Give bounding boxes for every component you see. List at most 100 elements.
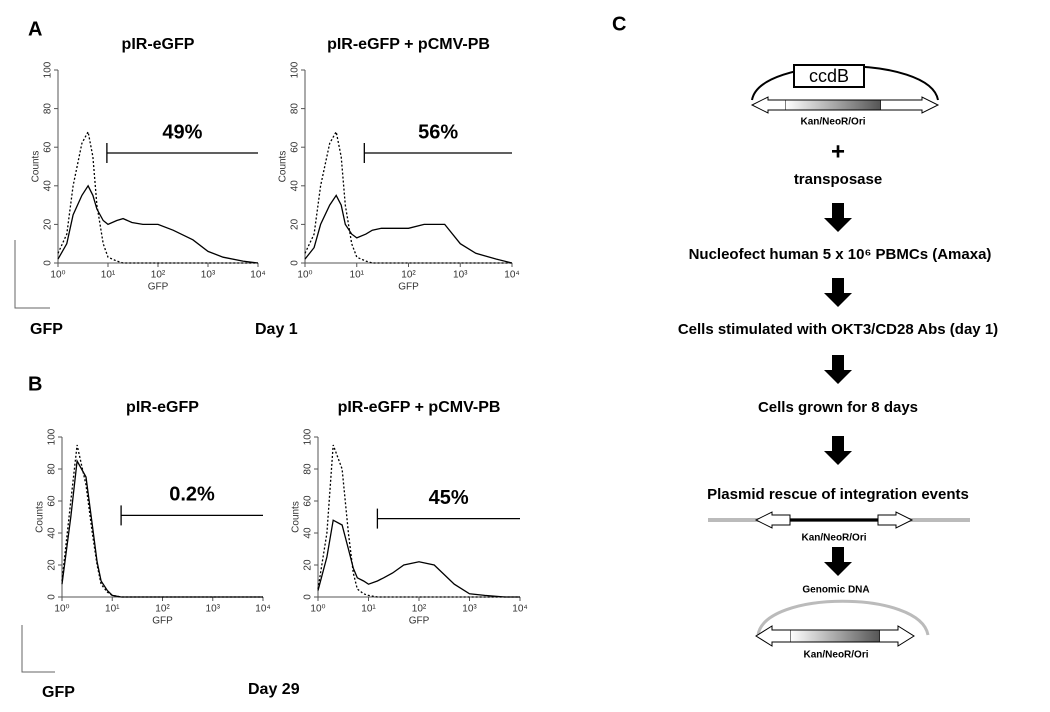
x-axis-label: GFP (152, 616, 173, 627)
x-tick-label: 10³ (201, 270, 216, 281)
channel-label: GFP (42, 684, 75, 701)
channel-label: GFP (30, 321, 63, 338)
step-text: transposase (794, 171, 882, 188)
x-tick-label: 10³ (206, 604, 221, 615)
flow-arrow (824, 355, 852, 384)
cassette (784, 99, 882, 111)
x-tick-label: 10⁰ (50, 270, 65, 281)
x-tick-label: 10¹ (350, 270, 365, 281)
control-histogram (304, 129, 512, 264)
x-axis-label: GFP (409, 616, 430, 627)
x-tick-label: 10⁰ (297, 270, 312, 281)
chart-title: pIR-eGFP + pCMV-PB (327, 36, 490, 53)
day-label: Day 1 (255, 321, 298, 338)
genomic-arc (756, 599, 930, 636)
y-tick-label: 20 (290, 218, 301, 230)
sample-histogram (304, 194, 513, 264)
y-tick-label: 40 (303, 527, 314, 539)
x-tick-label: 10¹ (361, 604, 376, 615)
plasmid-label: Kan/NeoR/Ori (800, 117, 865, 128)
flow-arrow (824, 203, 852, 232)
y-tick-label: 0 (43, 260, 54, 266)
y-tick-label: 100 (47, 428, 58, 445)
arrow-end (877, 511, 914, 529)
y-tick-label: 20 (303, 559, 314, 571)
y-tick-label: 80 (303, 463, 314, 475)
panel-letter: C (612, 13, 626, 35)
step-text: Nucleofect human 5 x 10⁶ PBMCs (Amaxa) (689, 246, 992, 263)
genomic-label: Genomic DNA (802, 585, 869, 596)
flow-arrow (824, 547, 852, 576)
insert-label: ccdB (809, 66, 849, 86)
y-axis-label: Counts (291, 501, 302, 533)
panel-letter: A (28, 18, 42, 40)
step-text: Plasmid rescue of integration events (707, 486, 969, 503)
chart-title: pIR-eGFP (126, 399, 199, 416)
x-axis-label: GFP (398, 282, 419, 293)
plasmid-label: Kan/NeoR/Ori (801, 533, 866, 544)
control-histogram (317, 444, 520, 598)
x-tick-label: 10³ (462, 604, 477, 615)
y-tick-label: 100 (303, 428, 314, 445)
sample-histogram (317, 519, 520, 598)
x-tick-label: 10⁴ (504, 270, 519, 281)
y-tick-label: 0 (290, 260, 301, 266)
y-tick-label: 20 (47, 559, 58, 571)
x-tick-label: 10² (155, 604, 170, 615)
y-tick-label: 100 (43, 61, 54, 78)
gate-percent: 45% (429, 487, 469, 509)
y-tick-label: 100 (290, 61, 301, 78)
arrow-end (754, 511, 791, 529)
y-tick-label: 80 (47, 463, 58, 475)
plus: + (831, 138, 845, 165)
x-axis-label: GFP (148, 282, 169, 293)
arrow-end (881, 96, 940, 114)
x-tick-label: 10⁰ (54, 604, 69, 615)
x-tick-label: 10¹ (105, 604, 120, 615)
y-tick-label: 20 (43, 218, 54, 230)
y-tick-label: 80 (43, 103, 54, 115)
step-text: Cells grown for 8 days (758, 399, 918, 416)
flow-arrow (824, 436, 852, 465)
y-tick-label: 40 (290, 180, 301, 192)
y-tick-label: 60 (303, 495, 314, 507)
x-tick-label: 10² (151, 270, 166, 281)
scale-bar (14, 240, 50, 309)
y-tick-label: 60 (43, 141, 54, 153)
y-tick-label: 40 (43, 180, 54, 192)
y-axis-label: Counts (35, 501, 46, 533)
sample-histogram (61, 458, 263, 598)
x-tick-label: 10⁴ (512, 604, 527, 615)
cassette (789, 629, 881, 643)
chart-title: pIR-eGFP + pCMV-PB (338, 399, 501, 416)
diagram: ccdB Kan/NeoR/Ori + transposase Nucleofe… (678, 64, 998, 661)
x-tick-label: 10³ (453, 270, 468, 281)
step-text: Cells stimulated with OKT3/CD28 Abs (day… (678, 321, 998, 338)
gate-percent: 56% (418, 121, 458, 143)
arrow-end (880, 625, 915, 647)
y-tick-label: 60 (290, 141, 301, 153)
y-tick-label: 0 (303, 594, 314, 600)
insert-box (793, 64, 865, 88)
plasmid-label: Kan/NeoR/Ori (803, 650, 868, 661)
y-axis-label: Counts (31, 151, 42, 183)
x-tick-label: 10² (401, 270, 416, 281)
x-tick-label: 10¹ (101, 270, 116, 281)
control-histogram (57, 129, 258, 264)
arrow-end (750, 96, 785, 114)
chart-title: pIR-eGFP (122, 36, 195, 53)
day-label: Day 29 (248, 681, 300, 698)
scale-bar (21, 625, 55, 673)
x-tick-label: 10⁴ (255, 604, 270, 615)
y-axis-label: Counts (278, 151, 289, 183)
y-tick-label: 0 (47, 594, 58, 600)
gate-percent: 0.2% (169, 484, 215, 506)
flow-arrow (824, 278, 852, 307)
y-tick-label: 40 (47, 527, 58, 539)
panel-letter: B (28, 373, 42, 395)
sample-histogram (57, 184, 259, 264)
x-tick-label: 10² (412, 604, 427, 615)
y-tick-label: 60 (47, 495, 58, 507)
x-tick-label: 10⁴ (250, 270, 265, 281)
